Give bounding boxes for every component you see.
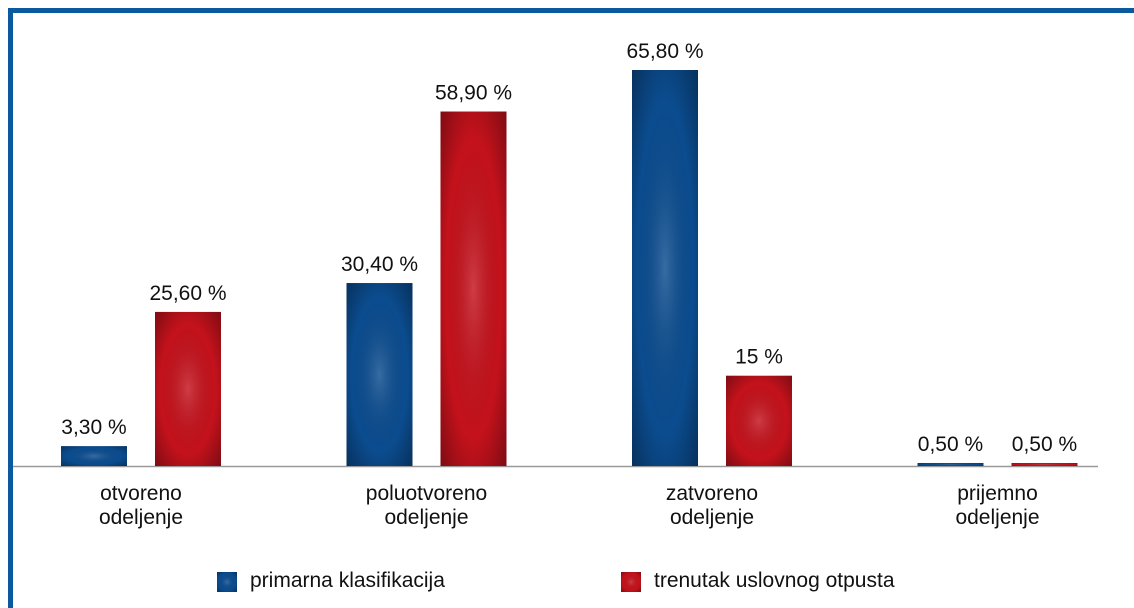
x-tick-label: prijemno odeljenje bbox=[955, 482, 1040, 529]
x-tick-label: poluotvoreno odeljenje bbox=[365, 482, 488, 529]
data-label: 65,80 % bbox=[626, 40, 703, 63]
legend-swatch-shade bbox=[621, 572, 641, 592]
legend-swatch-shade bbox=[217, 572, 237, 592]
data-label: 30,40 % bbox=[341, 253, 418, 276]
legend-label: primarna klasifikacija bbox=[250, 569, 445, 592]
bar-shade bbox=[61, 446, 127, 466]
x-tick-label: otvoreno odeljenje bbox=[98, 482, 184, 529]
data-label: 25,60 % bbox=[149, 282, 226, 305]
frame-left bbox=[8, 8, 13, 608]
data-label: 0,50 % bbox=[918, 433, 983, 456]
bar-shade bbox=[917, 462, 984, 466]
bar-shade bbox=[440, 111, 507, 467]
bar-shade bbox=[726, 375, 792, 466]
frame-top bbox=[8, 8, 1134, 13]
data-label: 15 % bbox=[735, 346, 783, 369]
data-label: 0,50 % bbox=[1012, 433, 1077, 456]
bar-shade bbox=[1011, 462, 1078, 466]
data-label: 58,90 % bbox=[435, 82, 512, 105]
bar-shade bbox=[632, 70, 698, 466]
data-label: 3,30 % bbox=[61, 416, 126, 439]
legend-label: trenutak uslovnog otpusta bbox=[654, 569, 895, 592]
bar-shade bbox=[155, 311, 221, 466]
x-tick-label: zatvoreno odeljenje bbox=[665, 482, 759, 529]
bar-shade bbox=[346, 283, 413, 466]
